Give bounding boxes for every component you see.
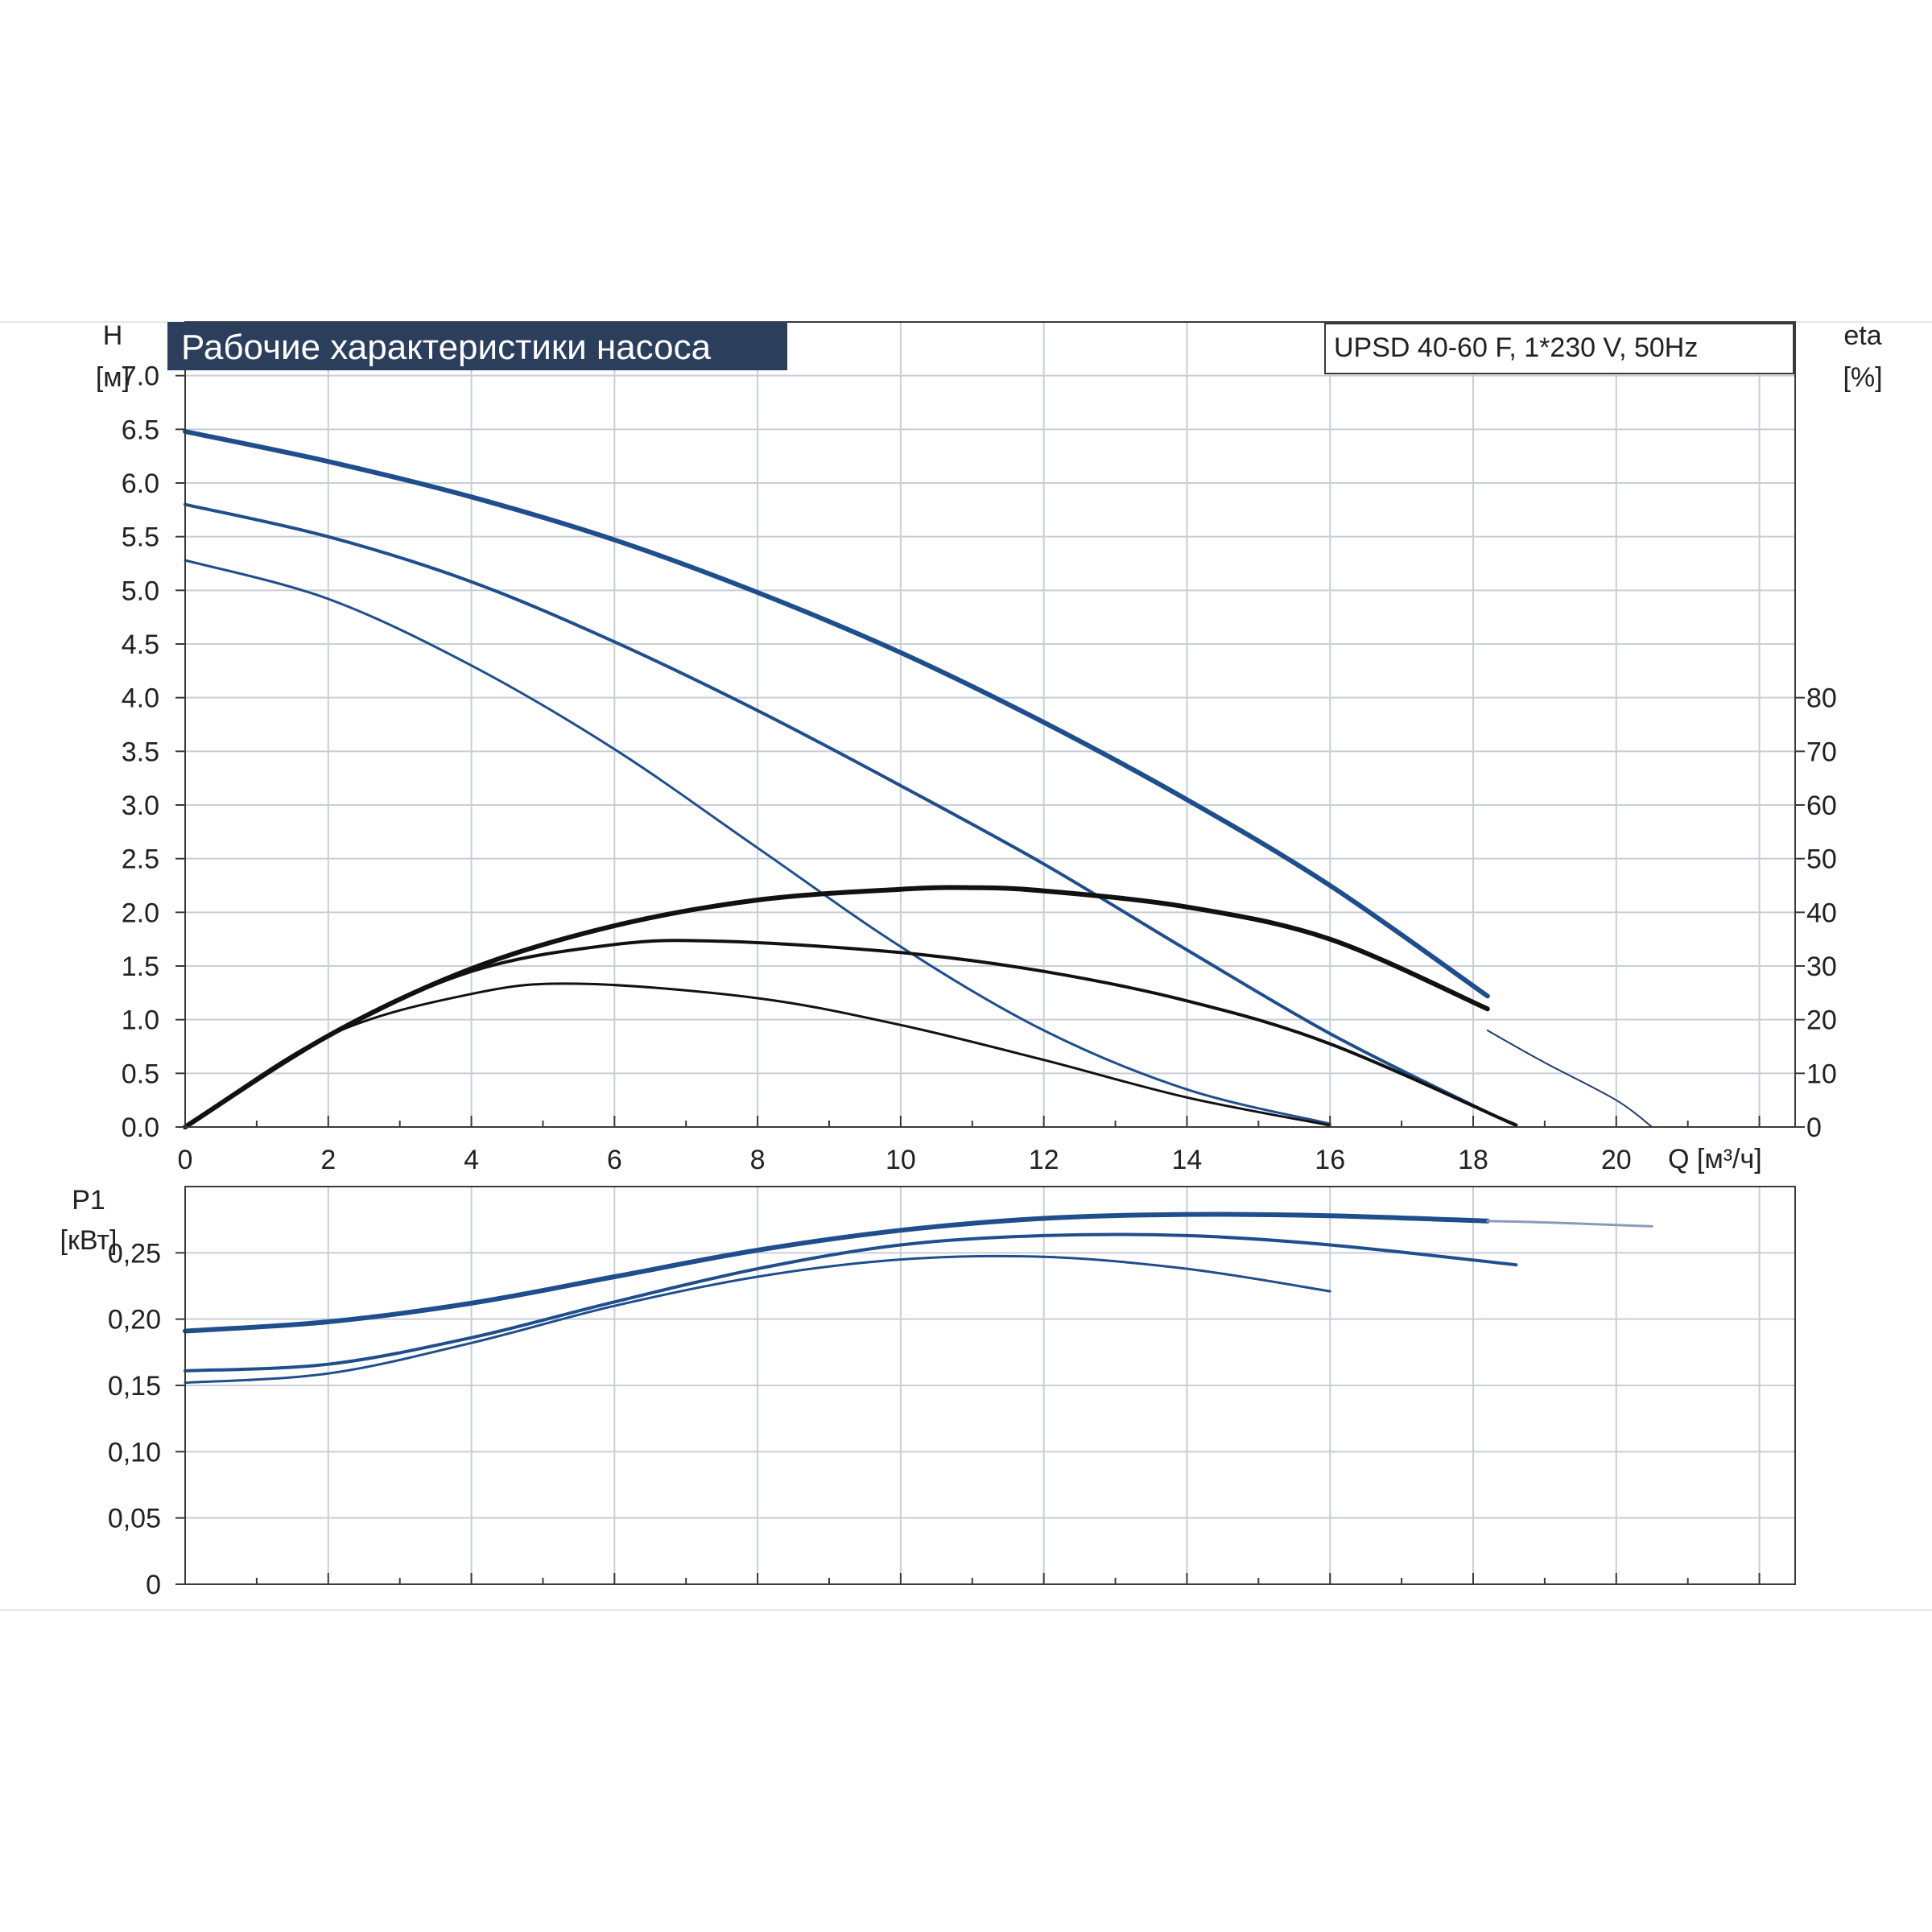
y-tick-label: 4.5 <box>122 630 159 660</box>
y-tick-label: 0.0 <box>122 1113 159 1143</box>
power-tick-label: 0,20 <box>108 1305 161 1335</box>
head-chart-grid <box>185 322 1795 1127</box>
x-tick-label: 20 <box>1601 1145 1632 1175</box>
y2-tick-label: 30 <box>1806 952 1837 982</box>
y-tick-label: 1.0 <box>122 1005 159 1036</box>
y2-tick-label: 80 <box>1806 683 1837 714</box>
power-tick-label: 0,05 <box>108 1504 161 1534</box>
y-tick-label: 5.5 <box>122 522 159 553</box>
x-tick-label: 8 <box>750 1145 766 1175</box>
y-tick-label: 0.5 <box>122 1059 159 1089</box>
y2-axis-unit: [%] <box>1843 362 1882 393</box>
model-label-box <box>1324 323 1794 374</box>
y-tick-label: 2.0 <box>122 898 159 928</box>
power-tick-label: 0 <box>146 1570 161 1600</box>
power-tick-label: 0,10 <box>108 1437 161 1468</box>
model-label: UPSD 40-60 F, 1*230 V, 50Hz <box>1334 332 1698 363</box>
y2-tick-label: 20 <box>1806 1005 1837 1036</box>
y-tick-label: 6.0 <box>122 469 159 499</box>
y-tick-label: 4.0 <box>122 683 159 714</box>
head-curve-2 <box>184 502 1518 1127</box>
power-axis-label: P1 <box>72 1185 105 1216</box>
chart-title-box <box>167 322 787 370</box>
y-tick-label: 3.5 <box>122 737 159 767</box>
x-tick-label: 18 <box>1458 1145 1488 1175</box>
x-tick-label: 10 <box>886 1145 916 1175</box>
x-tick-label: 0 <box>178 1145 193 1175</box>
y-tick-label: 3.0 <box>122 791 159 821</box>
y2-axis-label: eta <box>1843 320 1881 351</box>
power-extension-curve-1 <box>1486 1220 1653 1228</box>
power-curve-0 <box>183 1212 1490 1334</box>
head-curve-0 <box>183 429 1490 999</box>
chart-title: Рабочие характеристики насоса <box>181 328 712 367</box>
power-chart-ticks: 0 0,05 0,10 0,15 0,20 0,25 <box>108 1238 1761 1600</box>
x-tick-label: 6 <box>607 1145 622 1175</box>
power-tick-label: 0,25 <box>108 1238 161 1269</box>
y2-tick-label: 0 <box>1806 1113 1822 1143</box>
power-curve-2 <box>184 1232 1518 1373</box>
power-axis-unit: [кВт] <box>60 1225 118 1256</box>
y-tick-label: 5.0 <box>122 576 159 606</box>
y-tick-label: 6.5 <box>122 415 159 445</box>
y2-tick-label: 70 <box>1806 737 1837 767</box>
power-chart-curves <box>183 1212 1653 1385</box>
x-axis-label: Q [м³/ч] <box>1668 1144 1762 1174</box>
x-tick-label: 12 <box>1029 1145 1059 1175</box>
efficiency-curve-6 <box>184 982 1331 1129</box>
x-tick-label: 14 <box>1172 1145 1203 1175</box>
power-curve-3 <box>184 1254 1331 1385</box>
y-axis-label: H <box>103 320 123 351</box>
y2-tick-label: 40 <box>1806 898 1837 928</box>
head-chart-curves <box>183 429 1653 1129</box>
y-tick-label: 2.5 <box>122 844 159 875</box>
x-tick-label: 4 <box>464 1145 479 1175</box>
y2-tick-label: 10 <box>1806 1059 1837 1089</box>
y2-tick-label: 50 <box>1806 844 1837 875</box>
y-tick-label: 1.5 <box>122 952 159 982</box>
power-chart-grid <box>185 1186 1795 1585</box>
head-chart-ticks: 0 2 4 6 8 10 12 14 16 18 20 0.0 0.5 1.0 1.5 2.0 2.5 3.0 3.… <box>122 361 1837 1175</box>
y2-tick-label: 60 <box>1806 791 1837 821</box>
y-axis-unit: [м] <box>96 362 130 393</box>
x-tick-label: 2 <box>320 1145 336 1175</box>
x-tick-label: 16 <box>1315 1145 1345 1175</box>
head-extension-curve-1 <box>1486 1030 1653 1128</box>
y-tick-label: 7.0 <box>122 361 159 392</box>
head-chart-frame <box>184 321 1796 1128</box>
head-curve-3 <box>184 559 1331 1125</box>
efficiency-curve-5 <box>184 939 1518 1129</box>
power-tick-label: 0,15 <box>108 1371 161 1402</box>
